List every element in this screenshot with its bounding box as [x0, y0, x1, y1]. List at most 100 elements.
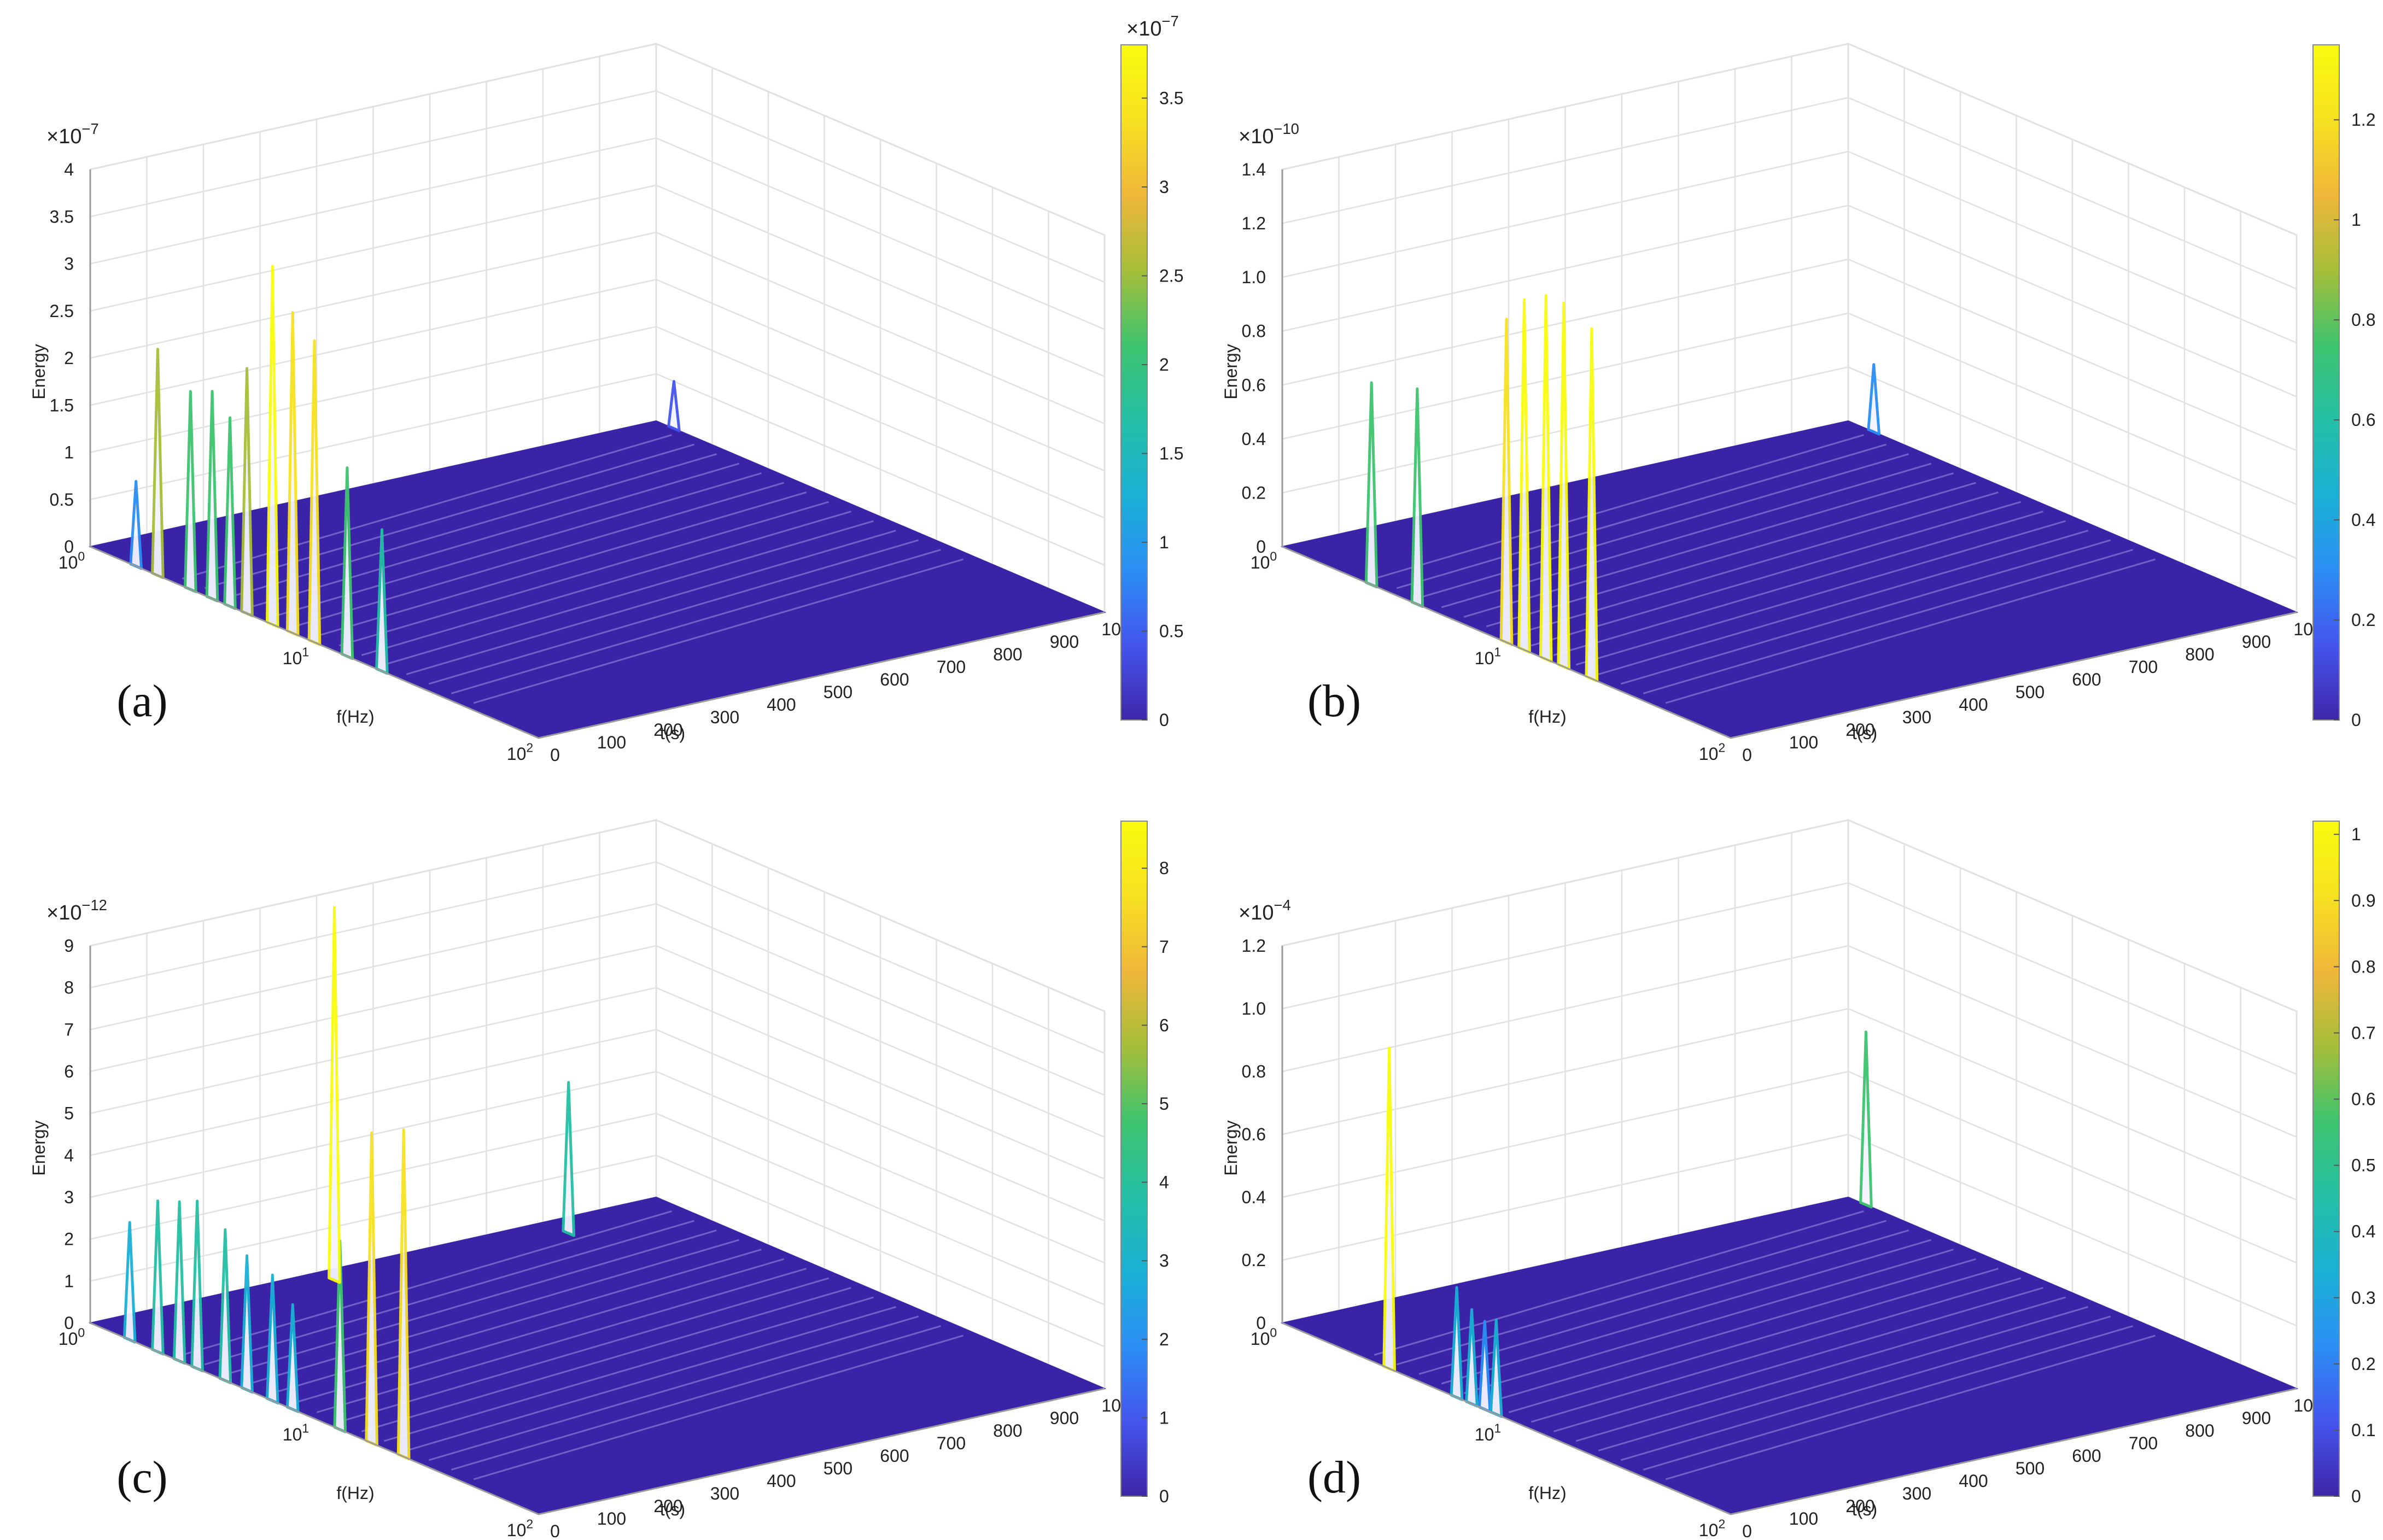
grid-line — [1282, 258, 2297, 452]
colorbar-tick-label: 3.5 — [1159, 89, 1183, 108]
f-axis-line — [1282, 546, 1731, 739]
t-tick-label: 400 — [767, 1471, 796, 1491]
data-peak-8 — [1867, 363, 1881, 436]
t-tick-label: 200 — [1845, 720, 1874, 740]
surface-streak — [1553, 1287, 2043, 1432]
grid-line — [90, 231, 1105, 425]
z-tick-label: 1.0 — [1242, 999, 1266, 1018]
f-tick-label: 100 — [1251, 549, 1277, 572]
colorbar — [1120, 821, 1148, 1497]
grid-line — [90, 326, 1105, 519]
colorbar-tick-label: 3 — [1159, 1251, 1169, 1270]
grid-lines — [1282, 819, 2297, 1365]
colorbar-tick-label: 0 — [2351, 710, 2361, 730]
surface-streak — [428, 539, 919, 685]
grid-line — [1282, 1008, 2297, 1201]
surface-streak — [1598, 530, 2088, 675]
panel-label: (a) — [116, 676, 167, 727]
colorbar-tick-label: 0.9 — [2351, 891, 2375, 910]
f-tick-label: 100 — [1251, 1326, 1277, 1349]
surface-streak — [1665, 558, 2156, 704]
surface-streak — [1665, 1334, 2156, 1480]
t-tick-label: 600 — [2072, 670, 2101, 689]
t-tick-label: 500 — [823, 1459, 852, 1478]
surface-streak — [383, 520, 874, 666]
t-axis-title: t(s) — [660, 1500, 685, 1519]
colorbar-tick-label: 1 — [2351, 824, 2361, 844]
t-tick-label: 100 — [1789, 733, 1818, 752]
surface-streak — [361, 1287, 851, 1432]
surface-streak — [1486, 1258, 1976, 1404]
colorbar-tick-label: 0 — [1159, 1486, 1169, 1506]
f-tick-label: 101 — [1475, 1421, 1501, 1444]
axes — [1281, 169, 2297, 739]
z-exponent-label: ×10−10 — [1239, 120, 1299, 148]
t-tick-label: 0 — [550, 745, 560, 765]
z-tick-label: 3 — [64, 1187, 74, 1207]
colorbar-tick-label: 1 — [1159, 532, 1169, 552]
z-tick-label: 0.5 — [50, 490, 74, 510]
surface-streak — [1553, 511, 2043, 656]
f-axis-line — [90, 1322, 539, 1515]
data-peak-13 — [562, 1081, 576, 1237]
z-axis-title: Energy — [29, 1120, 49, 1175]
t-tick-label: 300 — [710, 707, 739, 727]
z-tick-label: 0 — [64, 537, 74, 557]
colorbar — [1120, 44, 1148, 721]
surface-streak — [406, 530, 896, 675]
f-tick-label: 102 — [507, 1517, 533, 1537]
t-tick-label: 900 — [2242, 632, 2271, 652]
f-tick-label: 102 — [1699, 1517, 1725, 1537]
t-tick-label: 700 — [937, 657, 966, 677]
surface-streak — [182, 434, 672, 579]
grid-line — [1282, 366, 2297, 559]
colorbar-tick-label: 0.6 — [2351, 410, 2375, 430]
colorbar-tick-label: 0.4 — [2351, 1222, 2375, 1242]
z-tick-label: 9 — [64, 936, 74, 956]
z-tick-label: 6 — [64, 1062, 74, 1081]
surface-streak — [361, 511, 851, 656]
colorbar-tick-label: 0.5 — [2351, 1156, 2375, 1175]
t-tick-label: 700 — [2129, 657, 2158, 677]
z-tick-label: 3.5 — [50, 207, 74, 226]
z-tick-label: 1.2 — [1242, 214, 1266, 233]
t-tick-label: 0 — [1742, 745, 1752, 765]
colorbar-tick-label: 4 — [1159, 1173, 1169, 1192]
t-tick-label: 700 — [2129, 1433, 2158, 1453]
chart-panel-2: 00.20.40.60.81.01.21.4×10−10Energy100101… — [1221, 42, 2375, 765]
f-tick-label: 100 — [59, 549, 85, 572]
grid-line — [1282, 1133, 2297, 1327]
z-tick-label: 1.2 — [1242, 936, 1266, 956]
t-tick-label: 500 — [2016, 682, 2045, 702]
z-tick-label: 0 — [1256, 1313, 1266, 1333]
f-tick-label: 102 — [507, 741, 533, 764]
f-tick-label: 101 — [283, 645, 309, 668]
grid-line — [90, 43, 1105, 236]
surface-streak — [1598, 1306, 2088, 1451]
grid-line — [1282, 312, 2297, 506]
chart-panel-4: 00.20.40.60.81.01.2×10−4Energy100101102f… — [1221, 818, 2375, 1540]
surface-streak — [338, 1277, 829, 1423]
grid-line — [90, 945, 1105, 1138]
grid-line — [1282, 819, 2297, 1012]
surface-streak — [473, 1334, 963, 1480]
surface-streak — [451, 1325, 941, 1471]
colorbar-tick-label: 6 — [1159, 1015, 1169, 1035]
panel-label: (b) — [1307, 676, 1361, 727]
surface-streak — [294, 482, 784, 628]
surface-streaks — [182, 434, 963, 704]
f-tick-label: 100 — [59, 1326, 85, 1349]
grid-line — [1282, 882, 2297, 1075]
z-tick-label: 2 — [64, 1229, 74, 1249]
surface-streak — [1643, 1325, 2133, 1471]
z-tick-label: 1 — [64, 443, 74, 462]
surface-streak — [316, 491, 807, 637]
colorbar-tick-label: 8 — [1159, 858, 1169, 878]
t-axis-title: t(s) — [660, 723, 685, 743]
grid-line — [1282, 150, 2297, 344]
z-axis-title: Energy — [1221, 1120, 1241, 1175]
f-axis-title: f(Hz) — [336, 707, 374, 727]
z-tick-label: 8 — [64, 978, 74, 998]
t-axis-title: t(s) — [1852, 723, 1877, 743]
surface-streak — [383, 1296, 874, 1442]
